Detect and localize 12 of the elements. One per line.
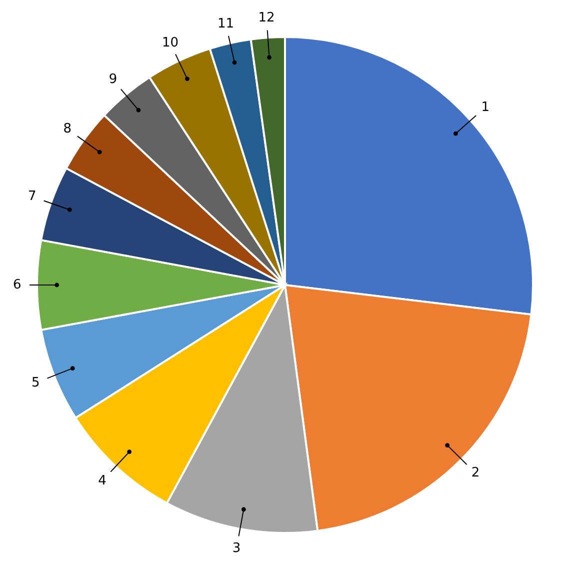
slice-label: 9 [108,72,118,88]
slice-label: 12 [258,10,275,26]
slice-label: 3 [232,540,241,556]
slice-label: 6 [13,278,22,292]
slice-label: 11 [217,16,234,32]
slice-label: 4 [98,473,106,488]
slice-label: 8 [63,121,72,136]
slice-label: 7 [28,189,36,204]
slice-label: 5 [32,375,40,390]
slice-label: 2 [471,466,480,481]
slice-label: 10 [162,36,178,51]
slice-label: 1 [481,100,490,115]
